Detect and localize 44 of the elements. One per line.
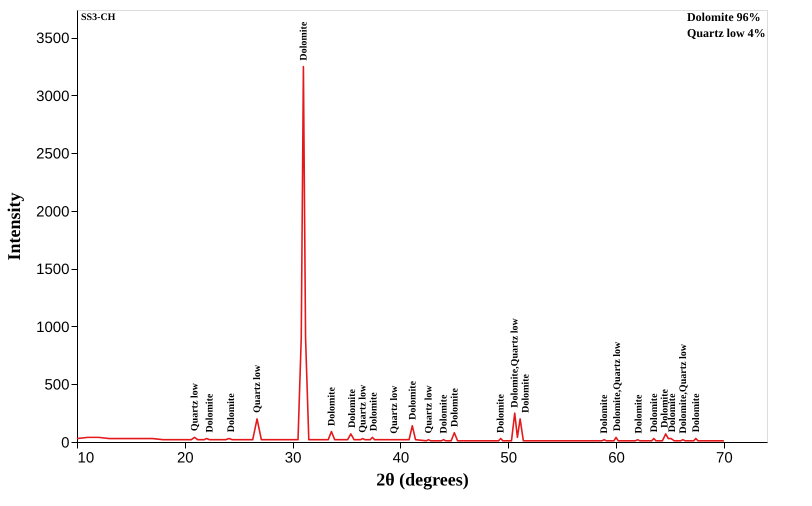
annotation: Dolomite,Quartz low — [612, 340, 624, 432]
annotation: Quartz low — [423, 384, 434, 434]
annotation: Dolomite — [326, 386, 338, 426]
y-tick-label: 2500 — [36, 146, 70, 163]
annotation: Dolomite — [634, 394, 645, 434]
y-tick-label: 1000 — [36, 318, 70, 336]
x-axis-title: 2θ (degrees) — [376, 470, 469, 490]
annotation: Dolomite — [449, 388, 460, 427]
annotation: Dolomite — [648, 392, 660, 432]
y-tick-label: 1500 — [36, 261, 70, 278]
y-tick-label: 0 — [61, 434, 70, 452]
x-tick-label: 10 — [78, 450, 94, 466]
annotation: Dolomite — [407, 380, 418, 420]
y-tick-label: 500 — [44, 376, 70, 394]
annotation: Dolomite — [204, 393, 216, 433]
y-tick-label: 3000 — [36, 88, 70, 105]
annotation: SS3-CH — [81, 12, 116, 23]
x-tick-label: 40 — [392, 450, 410, 466]
annotation: Dolomite — [599, 394, 610, 434]
annotation: Quartz low — [190, 382, 201, 432]
annotation: Quartz low — [252, 364, 264, 413]
annotation: Quartz low — [358, 384, 369, 433]
x-tick-label: 20 — [176, 450, 194, 466]
annotation: Dolomite — [520, 373, 532, 413]
annotation: Quartz low 4% — [687, 26, 766, 40]
annotation: Dolomite — [226, 392, 238, 432]
x-tick-label: 30 — [284, 450, 302, 466]
annotation: Quartz low — [388, 384, 400, 434]
annotation: Dolomite 96% — [687, 10, 761, 24]
y-axis-title: Intensity — [4, 192, 24, 261]
line-series — [76, 66, 725, 442]
annotation: Dolomite — [438, 394, 450, 434]
annotation: Dolomite — [368, 392, 380, 432]
y-tick-label: 2000 — [36, 203, 70, 220]
x-tick-label: 50 — [500, 450, 518, 466]
annotation: Dolomite — [298, 21, 310, 61]
annotation: Dolomite — [346, 388, 358, 428]
annotation: Dolomite — [496, 394, 507, 433]
y-tick-label: 3500 — [36, 30, 70, 48]
annotation: Dolomite — [690, 392, 702, 432]
x-tick-label: 70 — [716, 450, 733, 466]
annotation: Dolomite,Quartz low — [678, 343, 689, 434]
x-tick-label: 60 — [608, 450, 625, 466]
annotation: Dolomite,Quartz low — [510, 318, 521, 408]
